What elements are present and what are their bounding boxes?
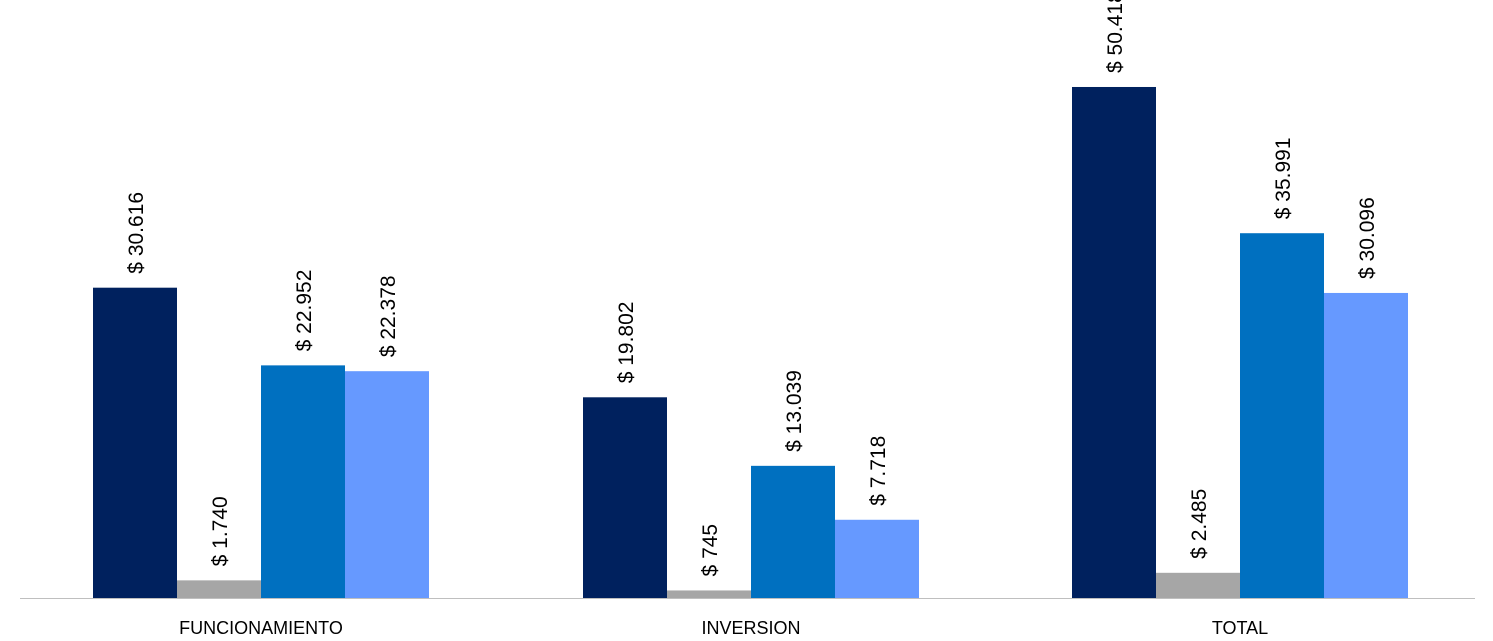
data-label-funcionamiento-series-3: $ 22.952 <box>293 270 316 352</box>
data-label-total-series-2: $ 2.485 <box>1188 489 1211 559</box>
category-label-inversion: INVERSION <box>701 618 800 638</box>
bar-total-series-1 <box>1072 86 1156 599</box>
bar-inversion-series-3 <box>751 465 835 598</box>
bar-funcionamiento-series-2 <box>177 580 261 598</box>
bar-funcionamiento-series-1 <box>93 287 177 598</box>
data-label-total-series-3: $ 35.991 <box>1272 137 1295 219</box>
data-label-inversion-series-4: $ 7.718 <box>867 436 890 506</box>
bar-inversion-series-2 <box>667 590 751 598</box>
data-label-funcionamiento-series-1: $ 30.616 <box>125 192 148 274</box>
bar-funcionamiento-series-3 <box>261 365 345 598</box>
data-label-inversion-series-2: $ 745 <box>699 524 722 577</box>
bar-funcionamiento-series-4 <box>345 371 429 598</box>
category-label-total: TOTAL <box>1212 618 1268 638</box>
data-labels-layer: $ 30.616 $ 1.740 $ 22.952 $ 22.378 $ 19.802 $… <box>125 0 1379 576</box>
category-labels-layer: FUNCIONAMIENTO INVERSION TOTAL <box>179 618 1268 638</box>
data-label-funcionamiento-series-4: $ 22.378 <box>377 275 400 357</box>
bar-total-series-2 <box>1156 572 1240 598</box>
bar-inversion-series-1 <box>583 397 667 598</box>
bars-layer <box>93 86 1408 599</box>
data-label-funcionamiento-series-2: $ 1.740 <box>209 496 232 566</box>
data-label-total-series-1: $ 50.418 <box>1104 0 1127 73</box>
bar-total-series-4 <box>1324 292 1408 598</box>
data-label-inversion-series-3: $ 13.039 <box>783 370 806 452</box>
bar-total-series-3 <box>1240 233 1324 598</box>
bar-inversion-series-4 <box>835 519 919 598</box>
category-label-funcionamiento: FUNCIONAMIENTO <box>179 618 343 638</box>
data-label-inversion-series-1: $ 19.802 <box>615 302 638 384</box>
data-label-total-series-4: $ 30.096 <box>1356 197 1379 279</box>
